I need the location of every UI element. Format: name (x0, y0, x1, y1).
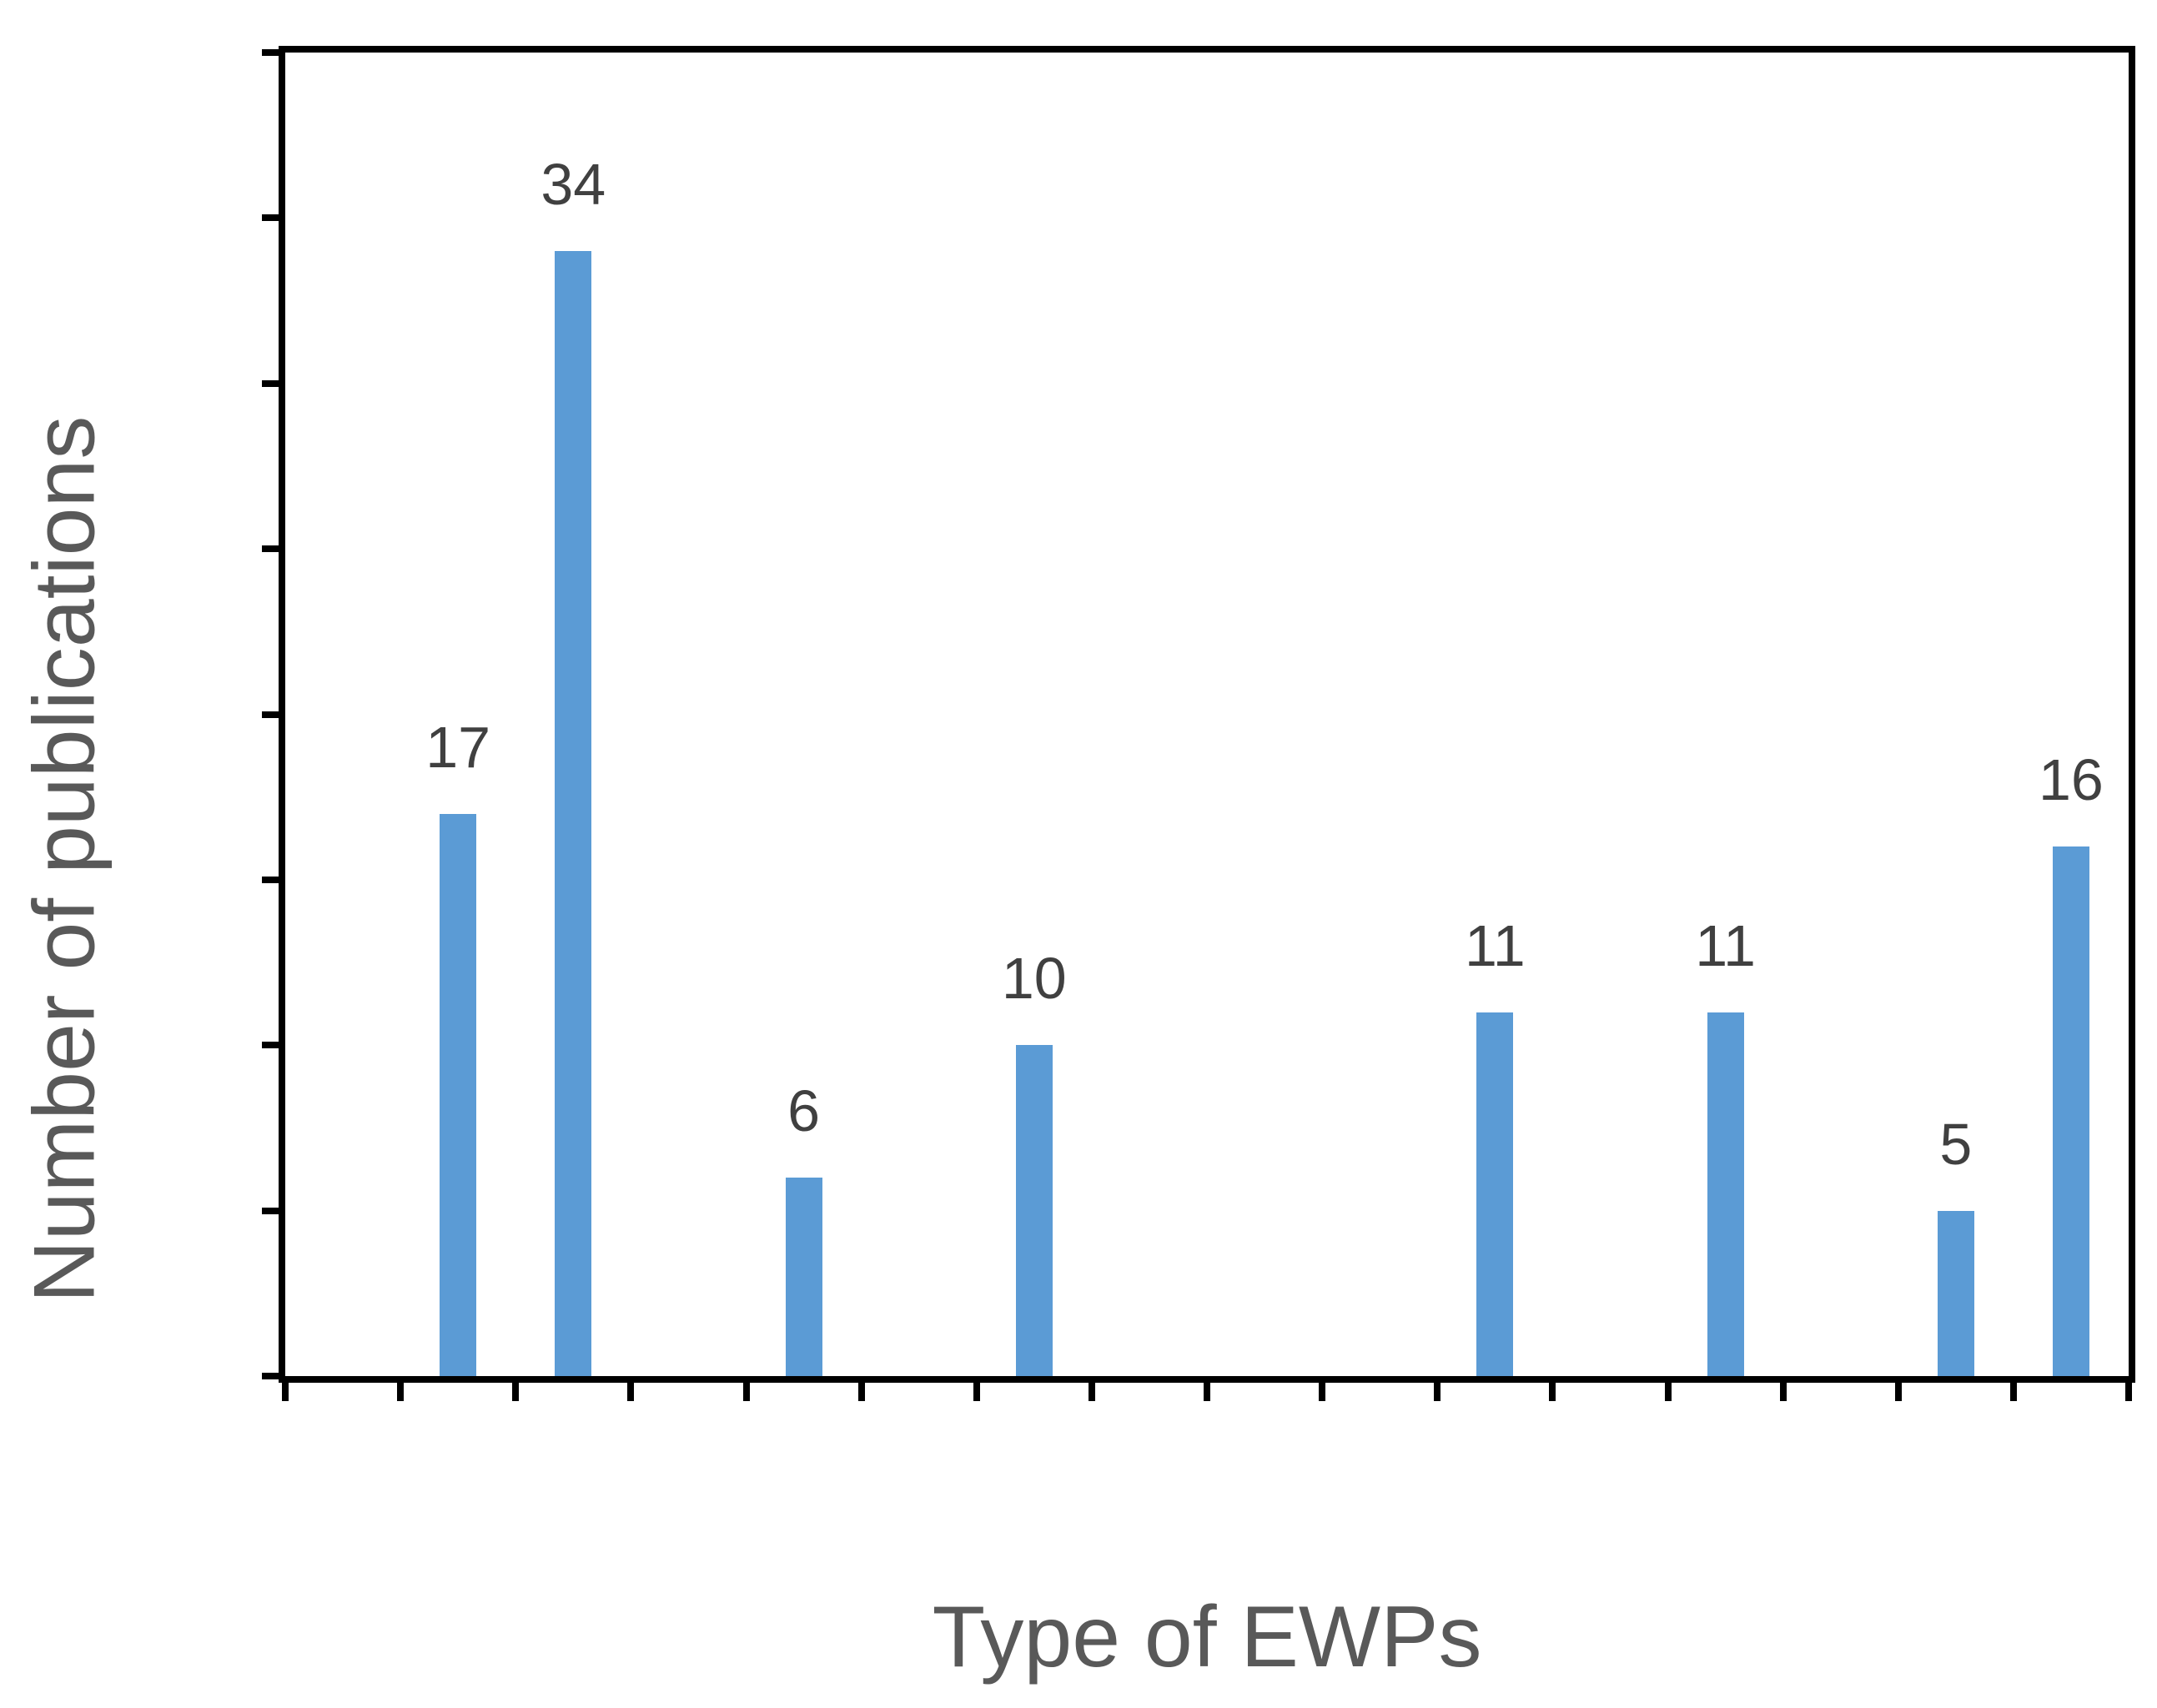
x-tick (397, 1383, 405, 1401)
x-tick (282, 1383, 289, 1401)
x-tick (1779, 1383, 1787, 1401)
bar-value-label: 34 (541, 152, 606, 218)
bar (785, 1177, 822, 1376)
y-tick (262, 545, 285, 553)
x-tick (1088, 1383, 1095, 1401)
x-tick (1549, 1383, 1556, 1401)
bar (555, 251, 592, 1376)
y-tick (262, 1042, 285, 1049)
x-tick (2009, 1383, 2017, 1401)
bar-value-label: 17 (425, 714, 491, 780)
x-tick (627, 1383, 635, 1401)
y-tick (262, 1207, 285, 1214)
bar-value-label: 11 (1464, 912, 1526, 978)
x-tick (512, 1383, 520, 1401)
bar-value-label: 5 (1939, 1111, 1973, 1177)
bar-value-label: 11 (1695, 912, 1756, 978)
x-tick (1664, 1383, 1672, 1401)
bar-value-label: 6 (787, 1078, 821, 1143)
y-tick (262, 711, 285, 718)
x-tick (742, 1383, 750, 1401)
x-tick (1434, 1383, 1441, 1401)
y-tick (262, 214, 285, 222)
bar (2052, 846, 2089, 1376)
x-tick (1204, 1383, 1210, 1401)
bar (1015, 1045, 1053, 1376)
x-tick (2125, 1383, 2132, 1401)
bar (1707, 1012, 1744, 1376)
y-tick (262, 1373, 285, 1379)
y-tick (262, 876, 285, 883)
bar (1476, 1012, 1514, 1376)
y-tick (262, 49, 285, 56)
x-axis-title: Type of EWPs (932, 1588, 1482, 1685)
y-axis-title: Number of publications (16, 415, 113, 1303)
y-tick (262, 379, 285, 387)
bar-value-label: 16 (2039, 747, 2104, 813)
bar (1937, 1210, 1974, 1376)
x-tick (1319, 1383, 1326, 1401)
x-tick (857, 1383, 865, 1401)
x-tick (973, 1383, 980, 1401)
bar-value-label: 10 (1001, 946, 1067, 1012)
bar (440, 813, 477, 1376)
x-tick (1894, 1383, 1902, 1401)
